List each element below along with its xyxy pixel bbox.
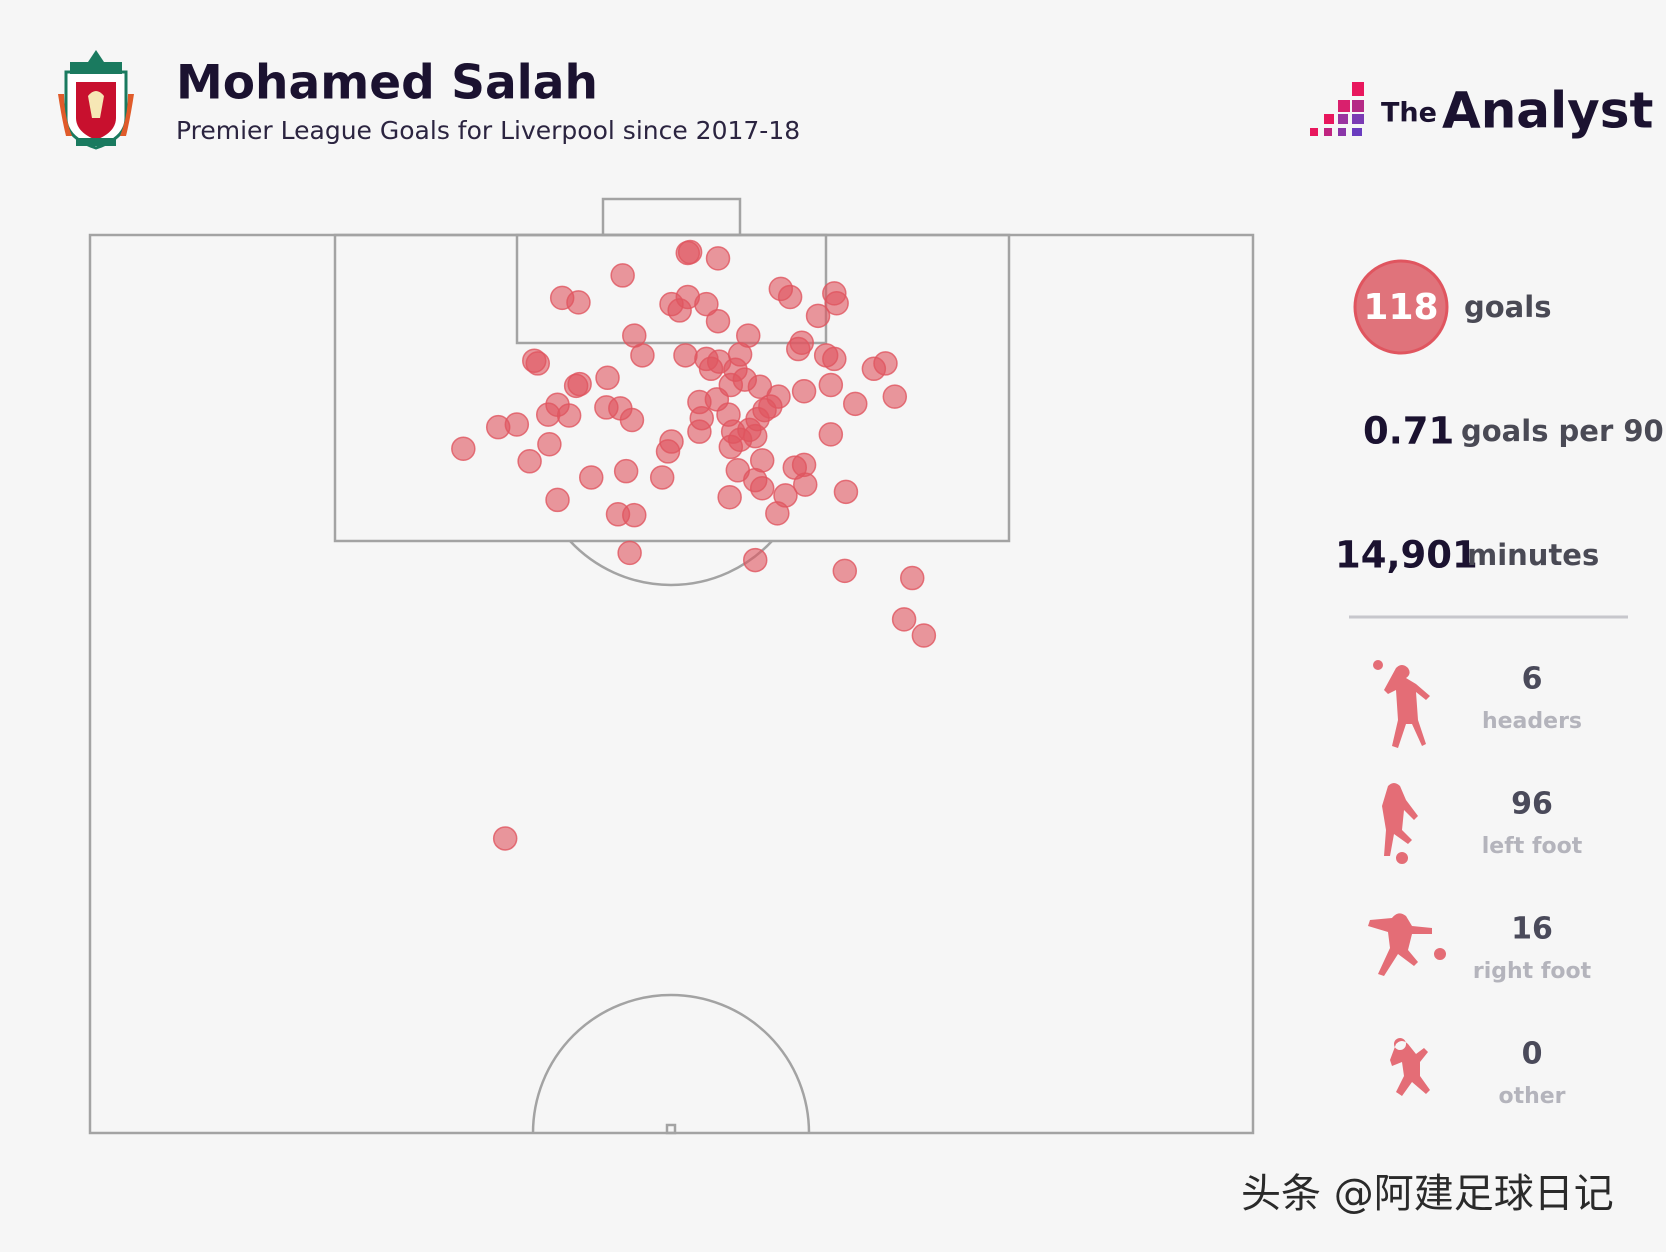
goal-dot — [617, 540, 642, 566]
goal-dot — [742, 423, 768, 449]
shot-type-label: right foot — [1473, 959, 1592, 984]
watermark: 头条 @阿建足球日记 — [1241, 1171, 1614, 1217]
goal-dot — [911, 623, 937, 648]
shot-type-icon — [1390, 1038, 1430, 1096]
goal-dot — [822, 346, 847, 372]
goal-dot — [537, 431, 562, 457]
goal-dot — [742, 547, 768, 573]
shot-type-label: other — [1498, 1084, 1565, 1109]
goal-dot — [675, 240, 701, 266]
shot-type-label: headers — [1482, 709, 1582, 734]
shot-type-icon — [1373, 660, 1430, 748]
goal-dot — [843, 391, 868, 417]
shot-type-count: 16 — [1511, 912, 1553, 947]
goal-dot — [595, 365, 620, 391]
goal-dot — [705, 246, 731, 271]
goal-dot — [891, 607, 917, 632]
goal-dot — [566, 290, 591, 315]
goal-dot — [786, 336, 811, 362]
goal-dot — [556, 403, 582, 428]
brand-name: Analyst — [1442, 82, 1653, 140]
goal-dot — [749, 475, 775, 501]
goal-dot — [765, 501, 790, 526]
goal-dot — [873, 351, 898, 376]
goal-dot — [818, 422, 844, 447]
goal-dot — [610, 263, 635, 288]
goal-dot — [655, 439, 681, 464]
goal-dot — [567, 371, 592, 397]
goals-badge — [1353, 259, 1449, 355]
goal-dot — [777, 284, 803, 310]
subtitle: Premier League Goals for Liverpool since… — [176, 116, 800, 145]
goal-dot — [833, 479, 859, 505]
goal-dot — [667, 298, 692, 323]
shot-type-icon — [1382, 783, 1418, 864]
goal-dot — [613, 458, 639, 484]
goals-count: 118 — [1363, 287, 1438, 328]
goal-dot — [545, 487, 570, 513]
goal-dot — [687, 419, 712, 444]
goal-dot — [517, 449, 542, 474]
goal-dot — [630, 343, 655, 368]
goal-dot — [525, 351, 551, 376]
minutes-value: 14,901 — [1335, 534, 1478, 577]
per90-value: 0.71 — [1363, 410, 1454, 453]
breakdown: 6 headers 96 left foot 16 right foot 0 other — [1368, 660, 1592, 1109]
shot-type-icon — [1368, 913, 1446, 976]
title: Mohamed Salah — [176, 56, 598, 111]
goal-dot — [718, 434, 744, 460]
goal-dot — [805, 303, 831, 329]
goal-dot — [673, 343, 698, 368]
goal-dot — [698, 356, 724, 382]
goal-dot — [899, 565, 925, 591]
goal-dot — [649, 465, 675, 490]
goal-dot — [882, 384, 908, 409]
goal-dot — [451, 436, 476, 461]
brand-prefix: The — [1381, 98, 1437, 129]
shot-type-count: 96 — [1511, 787, 1553, 822]
goal-dot — [504, 412, 530, 437]
shot-layer — [451, 239, 937, 851]
goal-dot — [818, 372, 844, 398]
goals-label: goals — [1464, 290, 1551, 324]
pitch — [88, 197, 1255, 1135]
minutes-label: minutes — [1467, 538, 1599, 572]
per90-label: goals per 90 — [1461, 414, 1664, 448]
goal-dot — [792, 472, 818, 497]
goal-dot — [579, 465, 604, 490]
goal-dot — [791, 379, 817, 404]
goal-dot — [717, 484, 742, 510]
shot-type-count: 6 — [1522, 662, 1543, 697]
goal-dot — [694, 291, 719, 317]
goal-dot — [535, 402, 561, 427]
brand-mark — [1310, 82, 1364, 136]
shot-type-label: left foot — [1482, 834, 1583, 859]
goal-dot — [622, 502, 647, 528]
goal-dot — [824, 290, 849, 316]
goal-dot — [705, 308, 731, 334]
shot-type-count: 0 — [1522, 1037, 1543, 1072]
goal-dot — [619, 407, 645, 433]
goal-dot — [492, 826, 518, 851]
club-crest — [58, 50, 134, 150]
goal-dot — [832, 558, 858, 584]
